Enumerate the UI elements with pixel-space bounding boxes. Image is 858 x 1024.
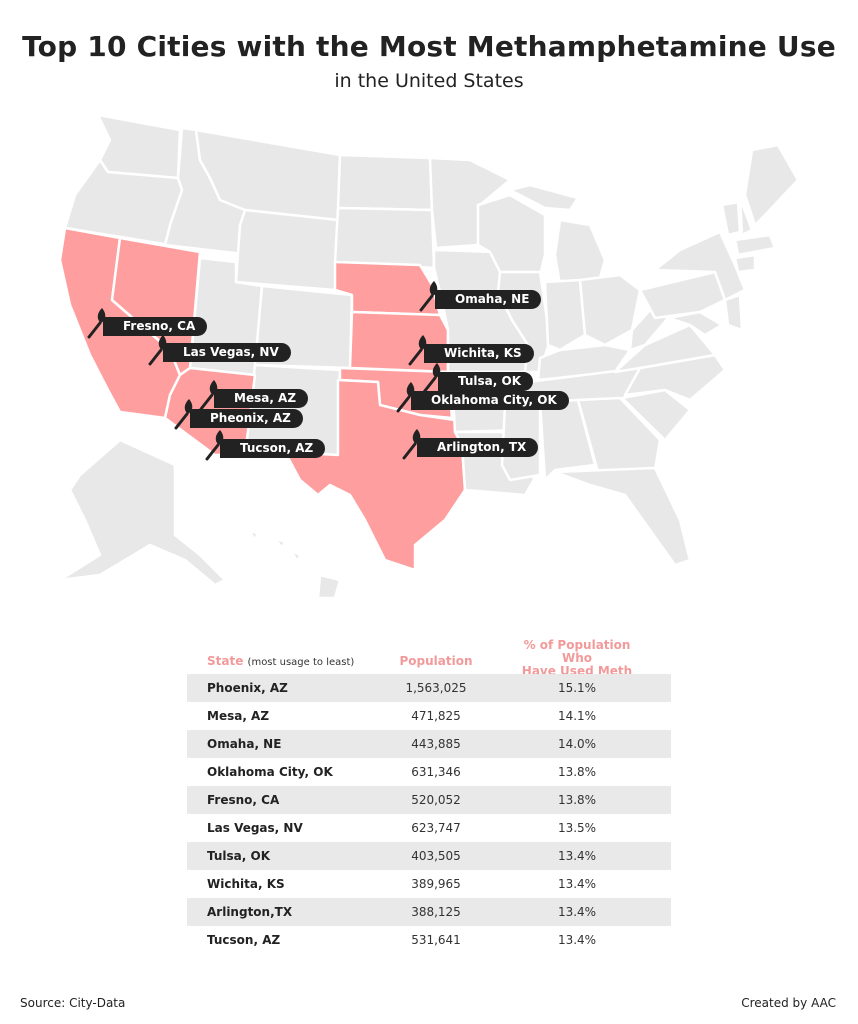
table-header: State (most usage to least) Population %… (187, 636, 671, 678)
city-cell: Mesa, AZ (207, 709, 270, 723)
city-cell: Wichita, KS (207, 877, 285, 891)
page-subtitle: in the United States (334, 70, 524, 92)
marker-label: Mesa, AZ (214, 389, 309, 408)
state-maine (743, 143, 800, 227)
percent-cell: 14.1% (557, 709, 597, 723)
state-hawaii (248, 528, 342, 600)
header-state-note: (most usage to least) (247, 657, 355, 668)
population-cell: 623,747 (411, 821, 461, 835)
state-new-hampshire (738, 196, 754, 237)
marker-label: Tucson, AZ (220, 439, 326, 458)
city-cell: Las Vegas, NV (207, 821, 303, 835)
header-state-label: State (207, 654, 244, 668)
state-alaska (58, 438, 227, 587)
credit-note: Created by AAC (741, 996, 836, 1010)
percent-cell: 13.8% (557, 793, 597, 807)
marker-label: Fresno, CA (103, 317, 208, 336)
state-michigan-up (508, 183, 580, 212)
source-note: Source: City-Data (20, 996, 126, 1010)
table-row: Arlington,TX 388,125 13.4% (187, 898, 671, 926)
city-cell: Arlington,TX (207, 905, 293, 919)
state-indiana (543, 278, 587, 352)
state-georgia (576, 396, 662, 474)
header-percent-line1: % of Population Who (523, 638, 631, 665)
state-west-virginia (628, 308, 670, 352)
table-row: Omaha, NE 443,885 14.0% (187, 730, 671, 758)
state-massachusetts (733, 233, 777, 257)
state-north-dakota (336, 153, 434, 212)
city-cell: Omaha, NE (207, 737, 282, 751)
header-population: Population (399, 654, 473, 668)
population-cell: 531,641 (411, 933, 461, 947)
table-row: Tucson, AZ 531,641 13.4% (187, 926, 671, 954)
percent-cell: 13.4% (557, 933, 597, 947)
state-alabama (538, 398, 597, 482)
population-cell: 520,052 (411, 793, 461, 807)
table-row: Las Vegas, NV 623,747 13.5% (187, 814, 671, 842)
percent-cell: 13.8% (557, 765, 597, 779)
marker-label: Tulsa, OK (438, 372, 533, 391)
state-pennsylvania (638, 270, 727, 320)
population-cell: 443,885 (411, 737, 461, 751)
population-cell: 388,125 (411, 905, 461, 919)
state-virginia (613, 323, 717, 374)
table-row: Wichita, KS 389,965 13.4% (187, 870, 671, 898)
city-cell: Oklahoma City, OK (207, 765, 333, 779)
marker-label: Omaha, NE (435, 290, 542, 309)
state-maryland (666, 310, 724, 337)
percent-cell: 13.4% (557, 905, 597, 919)
state-washington (96, 113, 182, 180)
percent-cell: 14.0% (557, 737, 597, 751)
header-state: State (most usage to least) (207, 655, 354, 669)
state-wyoming (234, 208, 340, 292)
percent-cell: 15.1% (557, 681, 597, 695)
table-row: Phoenix, AZ 1,563,025 15.1% (187, 674, 671, 702)
state-florida (553, 466, 692, 567)
state-south-dakota (333, 206, 436, 270)
percent-cell: 13.4% (557, 849, 597, 863)
state-new-jersey (723, 293, 744, 332)
us-map: Fresno, CA Las Vegas, NV Mesa, AZ Pheoni… (0, 100, 858, 610)
state-texas (283, 378, 467, 572)
table-row: Mesa, AZ 471,825 14.1% (187, 702, 671, 730)
city-cell: Tulsa, OK (207, 849, 270, 863)
header-percent: % of Population Who Have Used Meth (507, 639, 647, 678)
state-new-york (653, 230, 747, 302)
state-michigan (553, 218, 607, 287)
table-row: Tulsa, OK 403,505 13.4% (187, 842, 671, 870)
state-connecticut (733, 253, 757, 274)
population-cell: 471,825 (411, 709, 461, 723)
population-cell: 389,965 (411, 877, 461, 891)
marker-label: Pheonix, AZ (190, 409, 303, 428)
page-title: Top 10 Cities with the Most Methamphetam… (22, 30, 836, 63)
marker-label: Oklahoma City, OK (411, 391, 569, 410)
marker-label: Wichita, KS (424, 344, 534, 363)
table-row: Fresno, CA 520,052 13.8% (187, 786, 671, 814)
state-vermont (720, 200, 742, 237)
city-cell: Fresno, CA (207, 793, 280, 807)
marker-label: Las Vegas, NV (163, 343, 291, 362)
city-cell: Phoenix, AZ (207, 681, 288, 695)
marker-label: Arlington, TX (417, 438, 539, 457)
data-table: State (most usage to least) Population %… (187, 636, 671, 954)
city-cell: Tucson, AZ (207, 933, 281, 947)
percent-cell: 13.4% (557, 877, 597, 891)
table-row: Oklahoma City, OK 631,346 13.8% (187, 758, 671, 786)
population-cell: 1,563,025 (405, 681, 467, 695)
percent-cell: 13.5% (557, 821, 597, 835)
population-cell: 631,346 (411, 765, 461, 779)
population-cell: 403,505 (411, 849, 461, 863)
